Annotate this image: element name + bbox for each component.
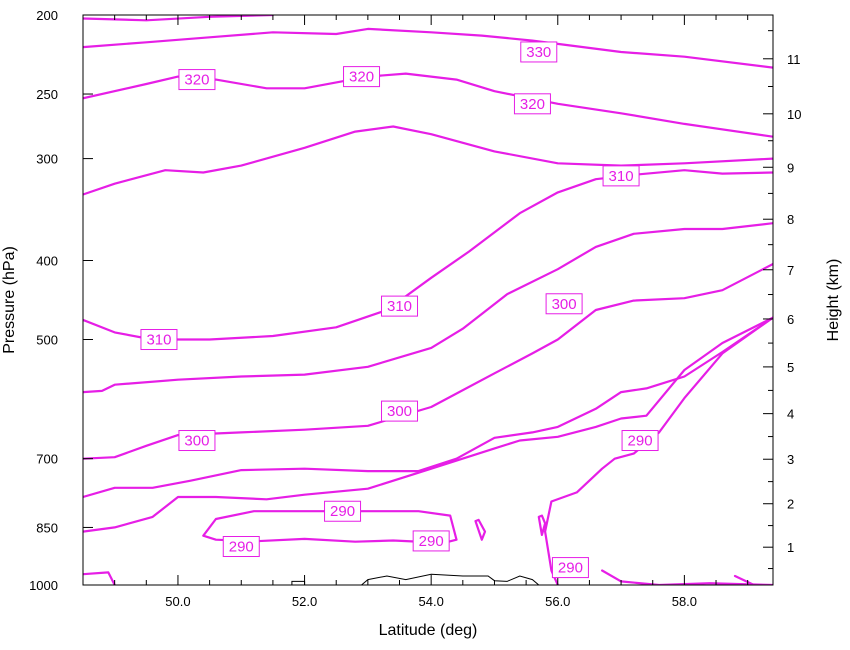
contour-label-text: 320 — [520, 96, 545, 113]
contour-label-text: 310 — [387, 298, 412, 315]
contour-label: 290 — [324, 500, 362, 522]
contour-label: 310 — [602, 165, 640, 187]
y2-tick-label: 1 — [787, 540, 794, 555]
contour-line-330 — [83, 27, 773, 69]
contour-label-box — [343, 66, 381, 88]
y-tick-label: 300 — [36, 152, 58, 167]
contour-line-300 — [83, 222, 773, 394]
contour-label-box — [178, 69, 216, 91]
contour-label-box — [551, 557, 589, 579]
contour-label-text: 300 — [184, 433, 209, 450]
contour-label: 290 — [412, 530, 450, 552]
contour-line-290 — [202, 510, 458, 544]
axes: 50.0 52.0 54.0 56.0 58.020025030040050070085… — [29, 8, 801, 609]
contour-line-290 — [544, 316, 773, 585]
y2-tick-label: 9 — [787, 160, 794, 175]
contour-group — [83, 15, 773, 585]
y2-tick-label: 7 — [787, 263, 794, 278]
contour-label-text: 320 — [349, 69, 374, 86]
y2-axis-title: Height (km) — [825, 259, 842, 342]
x-axis-title: Latitude (deg) — [379, 622, 478, 639]
contour-label-box — [140, 329, 178, 351]
contour-label: 290 — [551, 557, 589, 579]
contour-label-box — [381, 295, 419, 317]
contour-label-text: 300 — [387, 403, 412, 420]
y2-tick-label: 6 — [787, 312, 794, 327]
y2-tick-label: 4 — [787, 407, 794, 422]
contour-label-text: 300 — [552, 296, 577, 313]
contour-label-text: 290 — [558, 560, 583, 577]
contour-label-box — [381, 400, 419, 422]
contour-label-box — [178, 430, 216, 452]
contour-label-box — [222, 536, 260, 558]
contour-line-310 — [83, 169, 773, 341]
contour-label-text: 290 — [419, 533, 444, 550]
contour-label: 290 — [222, 536, 260, 558]
contour-label: 300 — [178, 430, 216, 452]
contour-line-290 — [83, 571, 116, 585]
y2-tick-label: 10 — [787, 107, 801, 122]
contour-label-text: 290 — [628, 433, 653, 450]
contour-line-300 — [83, 262, 773, 460]
y-tick-label: 850 — [36, 520, 58, 535]
contour-label-box — [520, 41, 558, 63]
y-tick-label: 700 — [36, 452, 58, 467]
contour-label: 320 — [513, 93, 551, 115]
contour-line-290 — [474, 518, 487, 541]
contour-label-text: 320 — [184, 72, 209, 89]
y2-tick-label: 3 — [787, 452, 794, 467]
plot-frame — [82, 14, 774, 586]
contour-label-text: 290 — [330, 503, 355, 520]
contour-label: 320 — [178, 69, 216, 91]
contour-label-box — [602, 165, 640, 187]
contour-label: 310 — [140, 329, 178, 351]
y-tick-label: 200 — [36, 8, 58, 23]
contour-labels: 330 320 320 320 310 310 310 300 300 300 290 290 290 2… — [140, 41, 659, 579]
contour-label-text: 310 — [146, 332, 171, 349]
y-axis-title: Pressure (hPa) — [1, 246, 18, 354]
x-tick-label: 50.0 — [165, 594, 190, 609]
y-tick-label: 500 — [36, 333, 58, 348]
contour-line-310 — [83, 125, 773, 196]
contour-label: 290 — [621, 430, 659, 452]
contour-line-290 — [83, 316, 773, 533]
contour-label: 300 — [545, 293, 583, 315]
contour-label: 320 — [343, 66, 381, 88]
y-tick-label: 1000 — [29, 578, 58, 593]
y2-tick-label: 5 — [787, 360, 794, 375]
y-tick-label: 250 — [36, 87, 58, 102]
y2-tick-label: 2 — [787, 497, 794, 512]
contour-label: 310 — [381, 295, 419, 317]
y2-tick-label: 8 — [787, 212, 794, 227]
contour-label-text: 330 — [526, 44, 551, 61]
contour-label: 330 — [520, 41, 558, 63]
y2-tick-label: 11 — [787, 52, 801, 67]
contour-line-290 — [83, 316, 773, 499]
contour-label: 300 — [381, 400, 419, 422]
contour-label-text: 310 — [609, 168, 634, 185]
contour-line-290 — [733, 574, 756, 585]
contour-label-box — [545, 293, 583, 315]
contour-label-box — [324, 500, 362, 522]
contour-label-box — [513, 93, 551, 115]
contour-label-text: 290 — [229, 539, 254, 556]
x-tick-label: 58.0 — [672, 594, 697, 609]
contour-line-290 — [537, 514, 547, 536]
contour-line-290 — [601, 569, 773, 585]
contour-label-box — [621, 430, 659, 452]
x-tick-label: 54.0 — [419, 594, 444, 609]
x-tick-label: 52.0 — [292, 594, 317, 609]
plot-content — [83, 15, 773, 585]
y-tick-label: 400 — [36, 253, 58, 268]
x-tick-label: 56.0 — [545, 594, 570, 609]
contour-label-box — [412, 530, 450, 552]
